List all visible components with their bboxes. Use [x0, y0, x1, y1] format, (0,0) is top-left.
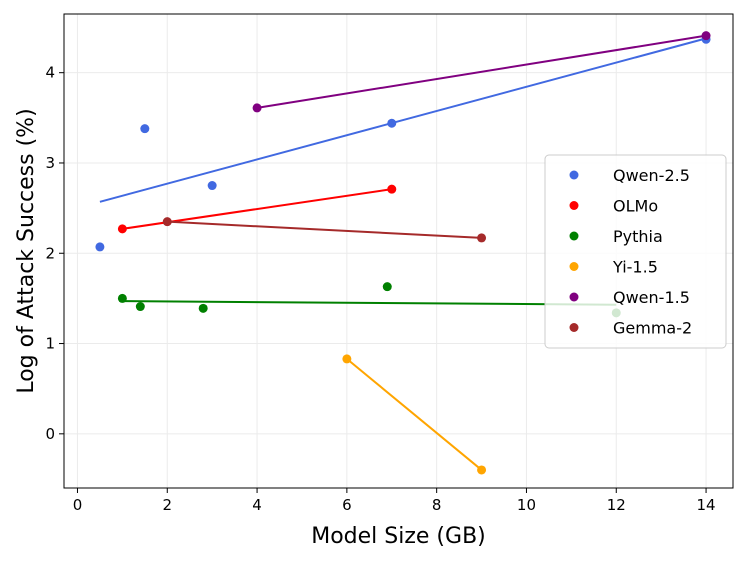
legend-marker-gemma-2: [569, 323, 579, 332]
plot-area-frame: [63, 13, 734, 489]
fit-lines: [99, 34, 707, 471]
legend-marker-olmo: [569, 201, 579, 210]
legend: Qwen-2.5 OLMo Pythia Yi-1.5 Qwen-1.5 Gemma-2: [544, 154, 727, 349]
x-tick-label: 6: [342, 496, 352, 514]
point-qwen-2-5: [207, 181, 217, 191]
y-axis-label: Log of Attack Success (%): [14, 108, 39, 393]
point-olmo: [117, 224, 127, 234]
point-pythia: [382, 282, 392, 292]
point-gemma-2: [162, 217, 172, 227]
x-tick-label: 10: [517, 496, 536, 514]
legend-label-qwen-1-5: Qwen-1.5: [613, 288, 690, 307]
point-pythia: [198, 303, 208, 313]
point-qwen-1-5: [701, 31, 711, 41]
legend-marker-pythia: [569, 231, 579, 241]
x-tick-label: 8: [432, 496, 442, 514]
legend-label-yi-1-5: Yi-1.5: [612, 258, 658, 277]
y-tick-label: 3: [45, 154, 55, 172]
legend-marker-qwen-2-5: [569, 170, 579, 180]
y-tick-label: 0: [45, 425, 55, 443]
fit-line-qwen-2-5: [99, 37, 707, 203]
y-tick-label: 4: [45, 64, 55, 82]
fit-line-pythia: [122, 300, 617, 306]
x-axis-label: Model Size (GB): [311, 524, 486, 549]
point-qwen-1-5: [252, 103, 262, 113]
point-olmo: [387, 184, 397, 194]
point-qwen-2-5: [140, 124, 150, 134]
y-tick-label: 2: [45, 244, 55, 262]
point-pythia: [135, 302, 145, 312]
fit-line-qwen-1-5: [256, 34, 707, 109]
legend-label-gemma-2: Gemma-2: [613, 319, 692, 338]
legend-marker-qwen-1-5: [569, 292, 579, 302]
fit-line-yi-1-5: [346, 358, 483, 471]
y-tick-label: 1: [45, 335, 55, 353]
fit-line-gemma-2: [167, 220, 482, 239]
point-qwen-2-5: [95, 242, 105, 252]
point-pythia: [117, 293, 127, 303]
x-tick-label: 12: [607, 496, 626, 514]
point-gemma-2: [477, 233, 487, 243]
x-tick-label: 2: [162, 496, 172, 514]
legend-label-pythia: Pythia: [613, 227, 663, 246]
x-tick-label: 0: [73, 496, 83, 514]
x-tick-label: 14: [697, 496, 716, 514]
legend-label-qwen-2-5: Qwen-2.5: [613, 166, 690, 185]
legend-marker-yi-1-5: [569, 262, 579, 271]
point-yi-1-5: [477, 465, 487, 475]
x-tick-label: 4: [252, 496, 262, 514]
legend-box: [544, 154, 727, 349]
legend-label-olmo: OLMo: [613, 197, 658, 216]
point-yi-1-5: [342, 354, 352, 364]
point-qwen-2-5: [387, 118, 397, 128]
